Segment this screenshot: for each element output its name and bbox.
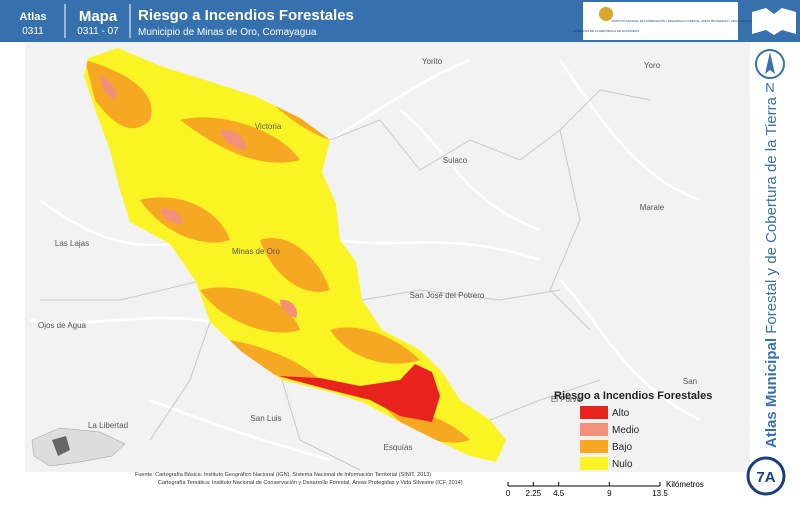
place-label: Minas de Oro — [232, 247, 281, 256]
map-code: 0311 - 07 — [77, 26, 119, 37]
legend-swatch — [580, 440, 608, 453]
scale-label: 2.25 — [526, 489, 542, 498]
book-icon — [752, 8, 796, 35]
place-label: Esquías — [384, 443, 413, 452]
boundaries — [40, 89, 651, 471]
place-label: San — [683, 377, 697, 386]
atlas-code: 0311 — [22, 26, 44, 37]
series-bold: Atlas Municipal — [763, 338, 780, 448]
place-label: Yoro — [644, 61, 661, 70]
badge — [746, 456, 786, 496]
map-label: Mapa — [79, 8, 118, 25]
source: Cartografía Temática: Instituto Nacional… — [158, 479, 463, 486]
north-arrow — [765, 52, 775, 74]
atlas-label: Atlas — [20, 11, 47, 23]
scale-unit: Kilómetros — [666, 480, 704, 489]
title: Riesgo a Incendios Forestales — [138, 7, 354, 24]
place-label: Victoria — [255, 122, 282, 131]
roads — [29, 58, 701, 462]
place-label: Las Lajas — [55, 239, 89, 248]
place-label: San José del Potrero — [410, 291, 485, 300]
legend-label: Bajo — [612, 442, 632, 453]
place-label: El Porve — [551, 395, 582, 404]
logo-text: GOBIERNO DE LA REPÚBLICA DE HONDURAS — [573, 28, 639, 33]
place-label: Marale — [640, 203, 665, 212]
north-label: N — [765, 80, 774, 95]
scale-label: 0 — [506, 489, 511, 498]
legend-swatch — [580, 406, 608, 419]
place-label: Ojos de Agua — [38, 321, 87, 330]
legend-swatch — [580, 423, 608, 436]
legend-label: Nulo — [612, 459, 633, 470]
locator-map — [31, 427, 126, 467]
place-labels: Yorito Yoro Victoria Sulaco Marale Las L… — [38, 57, 697, 452]
series-title: Atlas Municipal Forestal y de Cobertura … — [763, 96, 780, 448]
series-rest: Forestal y de Cobertura de la Tierra — [763, 96, 780, 333]
high-risk-area — [278, 364, 440, 422]
legend: Riesgo a Incendios Forestales Alto Medio B… — [554, 390, 712, 470]
scale-label: 13.5 — [652, 489, 668, 498]
place-label: La Libertad — [88, 421, 128, 430]
place-label: Yorito — [422, 57, 443, 66]
scale-label: 4.5 — [553, 489, 565, 498]
legend-label: Medio — [612, 425, 640, 436]
legend-swatch — [580, 457, 608, 470]
coat-of-arms — [599, 7, 613, 21]
place-label: Sulaco — [443, 156, 468, 165]
legend-title: Riesgo a Incendios Forestales — [554, 390, 712, 402]
place-label: San Luis — [250, 414, 281, 423]
source: Fuente: Cartografía Básica: Instituto Ge… — [135, 472, 431, 478]
badge-label: 7A — [756, 469, 775, 486]
logo-text: INSTITUTO NACIONAL DE CONSERVACIÓN Y DES… — [611, 18, 756, 23]
scale-label: 9 — [607, 489, 612, 498]
legend-label: Alto — [612, 408, 630, 419]
subtitle: Municipio de Minas de Oro, Comayagua — [138, 27, 317, 38]
low-risk-areas — [85, 60, 470, 443]
